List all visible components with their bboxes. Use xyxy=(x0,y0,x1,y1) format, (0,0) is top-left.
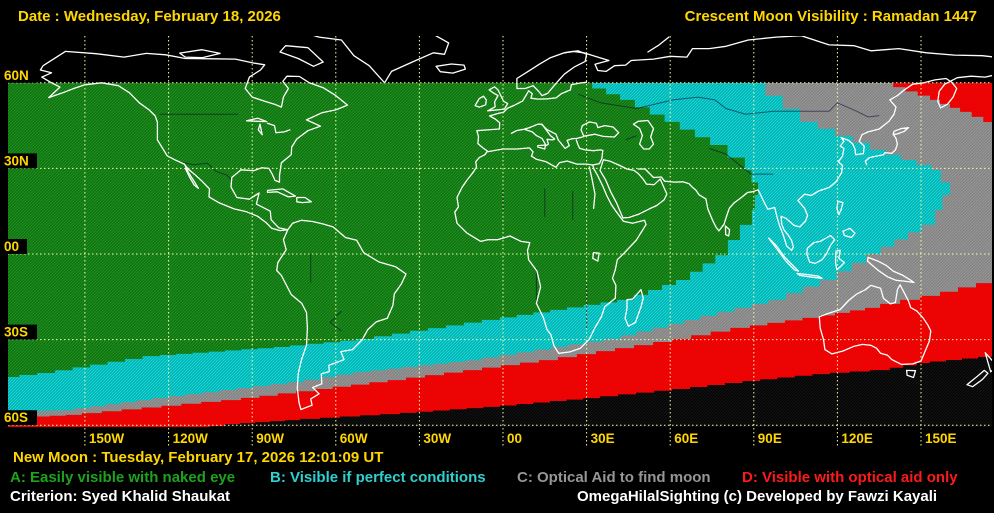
lon-label-00: 00 xyxy=(507,431,522,446)
coastline-balkans-greece xyxy=(540,123,584,150)
date-label: Date : Wednesday, February 18, 2026 xyxy=(18,8,281,25)
coastline-java xyxy=(796,272,823,279)
coastline-japan-honshu xyxy=(864,133,899,166)
lon-label-60E: 60E xyxy=(674,431,698,446)
coastline-new-guinea xyxy=(866,256,915,284)
coastline-iceland xyxy=(435,63,467,74)
coastline-africa xyxy=(454,147,647,354)
coastline-philippines-mindanao xyxy=(842,227,856,239)
title-bar: Date : Wednesday, February 18, 2026 Cres… xyxy=(0,0,994,33)
legend-b-label: B: Visible if perfect conditions xyxy=(270,469,486,486)
coastline-hispaniola xyxy=(296,196,312,204)
lat-label-60S: 60S xyxy=(4,410,28,425)
lat-label-30S: 30S xyxy=(4,325,28,340)
coastline-ireland xyxy=(474,95,487,108)
coastline-europe-atlantic xyxy=(476,81,588,152)
criterion-label: Criterion: Syed Khalid Shaukat xyxy=(10,488,231,505)
footer: New Moon : Tuesday, February 17, 2026 12… xyxy=(0,447,994,513)
coastline-sri-lanka xyxy=(724,225,731,237)
graticule xyxy=(8,36,992,447)
zone-a-naked-eye xyxy=(8,83,758,379)
lat-label-00: 00 xyxy=(4,239,19,254)
lon-label-30W: 30W xyxy=(423,431,451,446)
lon-label-150E: 150E xyxy=(925,431,957,446)
coastline-uk xyxy=(487,86,509,112)
new-moon-label: New Moon : Tuesday, February 17, 2026 12… xyxy=(13,449,384,466)
coastline-madagascar xyxy=(624,289,644,327)
lat-label-30N: 30N xyxy=(4,153,29,168)
coastline-philippines-luzon xyxy=(836,200,844,216)
lon-label-90W: 90W xyxy=(256,431,284,446)
coastline-mediterranean-north xyxy=(510,123,556,147)
country-borders xyxy=(160,93,880,332)
lat-label-60N: 60N xyxy=(4,68,29,83)
coastline-nz-south xyxy=(966,369,989,388)
coastline-novaya-zemlya xyxy=(647,36,670,53)
lon-label-120W: 120W xyxy=(173,431,209,446)
coastline-baffin-island xyxy=(279,45,324,67)
coastline-cuba xyxy=(266,188,297,198)
coastline-borneo xyxy=(806,234,836,265)
coastline-baja-california xyxy=(183,163,200,190)
credit-label: OmegaHilalSighting (c) Developed by Fawz… xyxy=(577,488,938,505)
coastline-victoria-island xyxy=(179,49,221,59)
coastline-lake-superior xyxy=(245,117,268,123)
coastline-asia-south-coast xyxy=(637,74,992,251)
coastlines xyxy=(39,36,992,411)
coastline-asia-arctic-coast xyxy=(563,36,992,73)
coastline-scandinavia xyxy=(516,50,588,97)
coastline-lake-michigan xyxy=(257,123,263,136)
coastline-caspian-sea xyxy=(632,119,655,150)
coastline-greenland xyxy=(312,36,450,84)
coastline-north-america xyxy=(39,50,349,232)
lon-label-60W: 60W xyxy=(340,431,368,446)
coastline-south-america xyxy=(276,219,407,411)
lon-label-150W: 150W xyxy=(89,431,125,446)
coastline-australia xyxy=(818,284,932,366)
coastline-tasmania xyxy=(905,369,917,379)
coastline-black-sea xyxy=(580,121,620,138)
coastline-japan-hokkaido xyxy=(892,126,910,136)
coastline-nz-north xyxy=(984,352,992,373)
legend-d-label: D: Visible with optical aid only xyxy=(742,469,958,486)
longitude-axis-strip xyxy=(0,427,994,447)
coastline-turkey-levant xyxy=(575,139,604,166)
coastline-lake-victoria xyxy=(592,251,600,262)
lon-label-30E: 30E xyxy=(591,431,615,446)
legend-c-label: C: Optical Aid to find moon xyxy=(517,469,711,486)
visibility-zones xyxy=(8,83,992,427)
coastline-sulawesi xyxy=(834,249,846,271)
coastline-arabia xyxy=(599,159,668,219)
report-title: Crescent Moon Visibility : Ramadan 1447 xyxy=(684,8,977,25)
coastline-nile-river xyxy=(588,166,596,209)
coastline-lakes-huron-erie-ontario xyxy=(266,122,291,134)
legend-a-label: A: Easily visible with naked eye xyxy=(10,469,236,486)
world-visibility-map: 150W 120W 90W 60W 30W 00 30E 60E 90E 120E 150E 60N 3… xyxy=(0,33,994,447)
lon-label-90E: 90E xyxy=(758,431,782,446)
lon-label-120E: 120E xyxy=(841,431,873,446)
coastline-sicily xyxy=(537,144,547,150)
